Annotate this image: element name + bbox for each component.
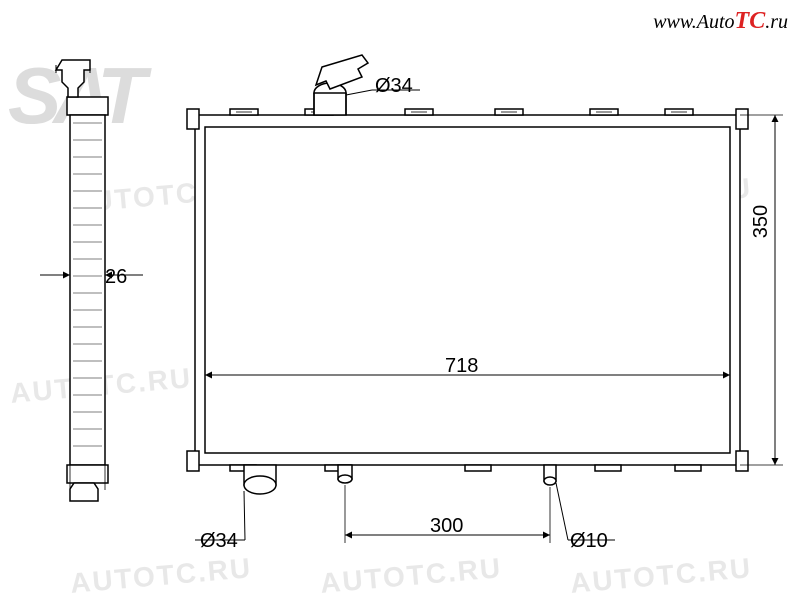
- dim-label-sub_width: 300: [430, 515, 463, 538]
- dim-label-main_width: 718: [445, 355, 478, 378]
- dim-label-bl_diam: Ø34: [200, 530, 238, 553]
- source-url: www.AutoTC.ru: [653, 8, 788, 35]
- dim-label-top_diam: Ø34: [375, 75, 413, 98]
- dim-label-height: 350: [750, 205, 773, 238]
- url-prefix: www.Auto: [653, 11, 734, 33]
- dim-label-thickness: 26: [105, 266, 127, 289]
- dim-label-small_diam: Ø10: [570, 530, 608, 553]
- url-highlight: TC: [735, 8, 766, 34]
- url-suffix: .ru: [765, 11, 788, 33]
